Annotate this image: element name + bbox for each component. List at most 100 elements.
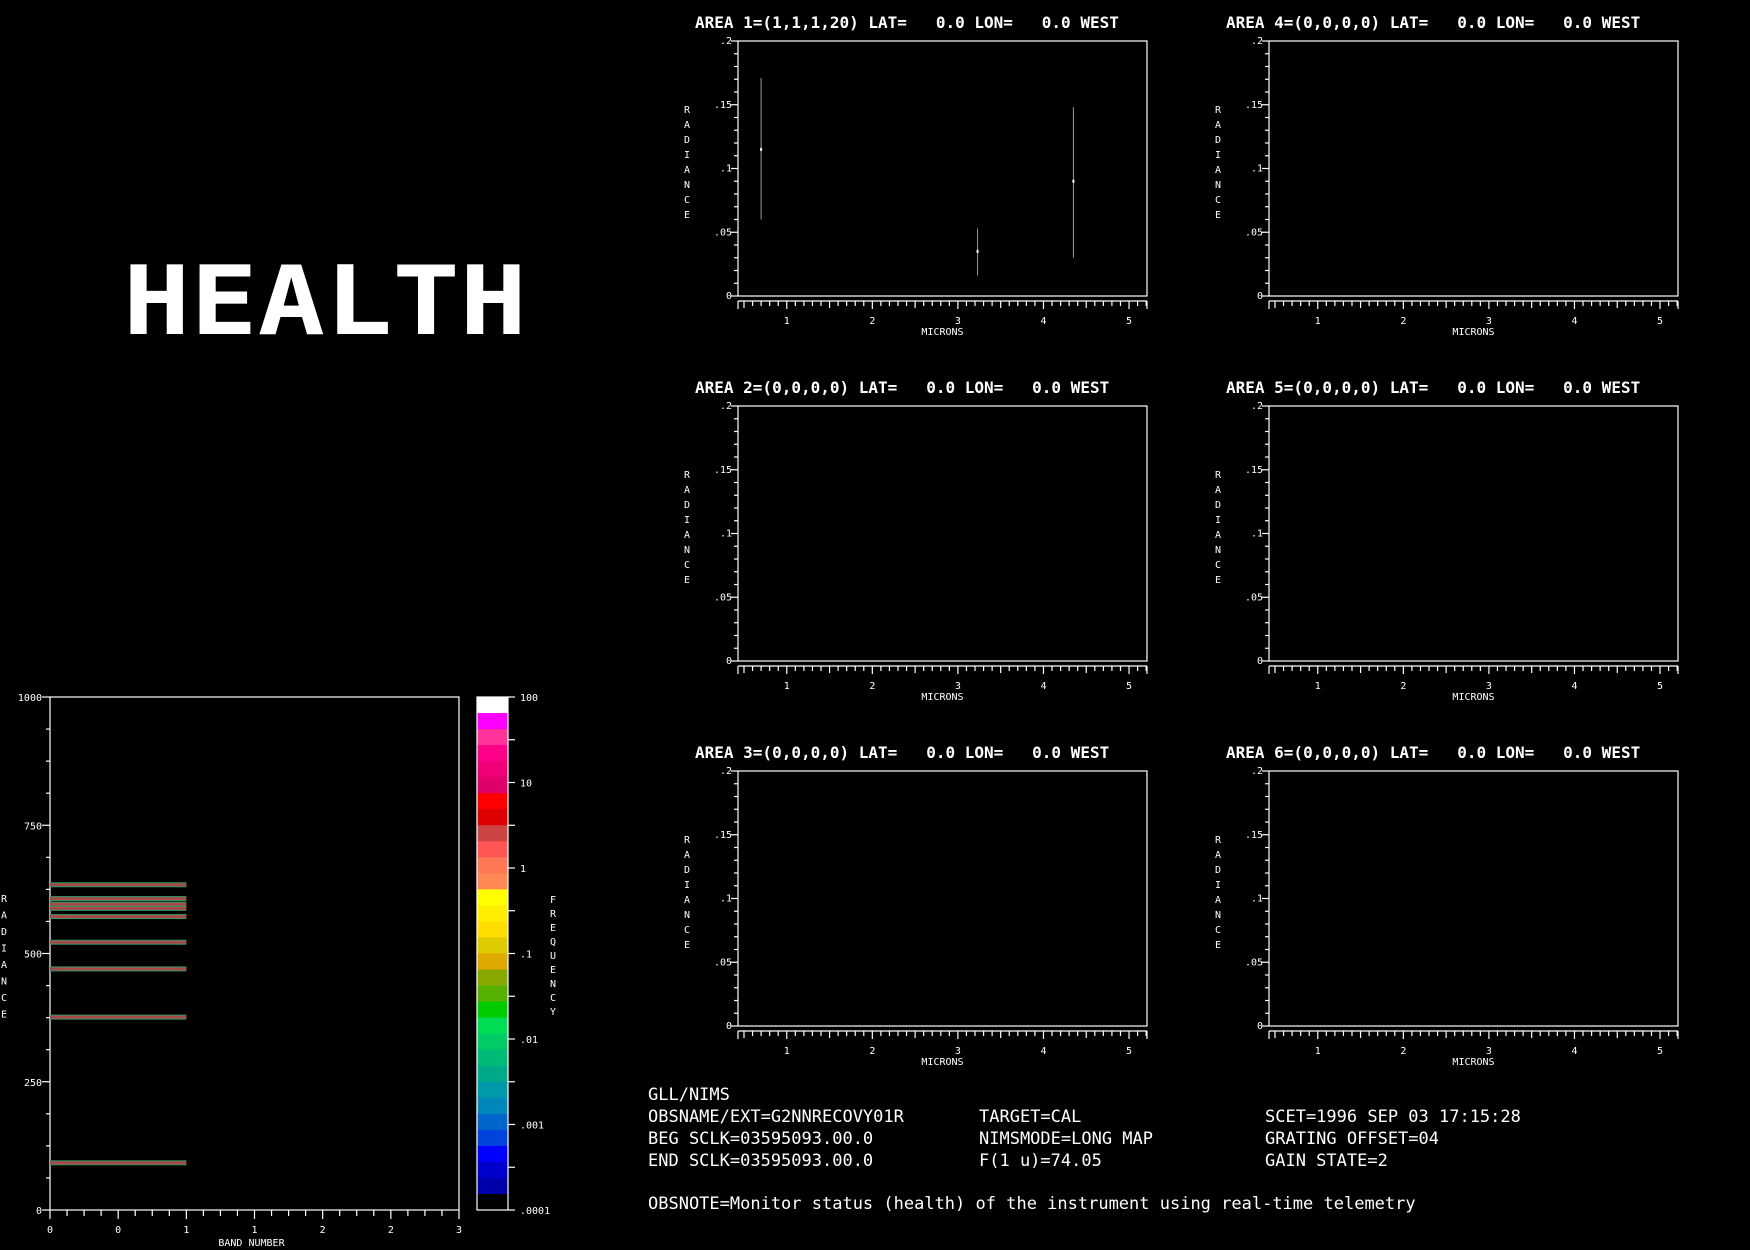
- colorbar-band: [477, 1113, 508, 1131]
- colorbar-band: [477, 1161, 508, 1179]
- y-axis-label-letter: I: [1215, 515, 1221, 526]
- nimsmode-label: NIMSMODE=LONG MAP: [979, 1129, 1153, 1149]
- y-tick-label: .15: [1245, 465, 1263, 476]
- x-tick-label: 2: [1400, 316, 1406, 327]
- y-tick-label: 750: [24, 821, 42, 832]
- x-axis-label: MICRONS: [921, 1057, 963, 1068]
- y-tick-label: .15: [714, 100, 732, 111]
- y-tick-label: .1: [720, 894, 732, 905]
- y-axis-label-letter: R: [684, 835, 691, 846]
- x-axis-label: MICRONS: [921, 327, 963, 338]
- y-tick-label: .2: [720, 401, 732, 412]
- y-axis-label-letter: A: [1215, 120, 1221, 131]
- data-point: [976, 249, 979, 253]
- histogram-bar: [50, 940, 187, 944]
- x-tick-label: 1: [1315, 681, 1321, 692]
- y-tick-label: .1: [720, 529, 732, 540]
- y-axis-label-letter: E: [1215, 210, 1221, 221]
- colorbar-band: [477, 1081, 508, 1099]
- y-axis-label-letter: N: [1, 977, 7, 988]
- histogram-bar: [50, 897, 187, 901]
- x-tick-label: 4: [1571, 1046, 1577, 1057]
- x-tick-label: 3: [456, 1225, 462, 1236]
- y-tick-label: .15: [1245, 100, 1263, 111]
- x-tick-label: 1: [784, 316, 790, 327]
- colorbar-tick-label: 100: [520, 693, 538, 704]
- y-axis-label-letter: E: [1215, 575, 1221, 586]
- colorbar-label-letter: C: [550, 993, 556, 1004]
- y-tick-label: .1: [720, 164, 732, 175]
- y-axis-label-letter: E: [684, 210, 690, 221]
- plot-frame: [1268, 40, 1679, 297]
- x-tick-label: 5: [1657, 316, 1663, 327]
- x-tick-label: 3: [955, 1046, 961, 1057]
- data-point: [760, 147, 763, 151]
- histogram-bar: [50, 1161, 187, 1165]
- plot-frame: [737, 405, 1148, 662]
- x-tick-label: 1: [1315, 316, 1321, 327]
- x-tick-label: 2: [869, 681, 875, 692]
- y-tick-label: .15: [714, 465, 732, 476]
- x-tick-label: 4: [1040, 316, 1046, 327]
- x-axis-label: BAND NUMBER: [218, 1238, 285, 1249]
- colorbar-band: [477, 1145, 508, 1163]
- y-tick-label: .05: [1245, 957, 1263, 968]
- health-title: HEALTH: [123, 247, 527, 357]
- y-axis-label-letter: A: [684, 165, 690, 176]
- y-tick-label: 0: [726, 656, 732, 667]
- y-axis-label-letter: A: [684, 485, 690, 496]
- y-tick-label: .05: [1245, 227, 1263, 238]
- colorbar-band: [477, 969, 508, 987]
- y-axis-label-letter: E: [1, 1010, 7, 1021]
- y-tick-label: .1: [1251, 529, 1263, 540]
- y-tick-label: 0: [726, 291, 732, 302]
- y-axis-label-letter: R: [1215, 105, 1222, 116]
- plot-frame: [1268, 770, 1679, 1027]
- instrument-label: GLL/NIMS: [648, 1085, 730, 1105]
- y-axis-label-letter: C: [684, 925, 690, 936]
- histogram-bar: [50, 915, 187, 919]
- colorbar-band: [477, 729, 508, 746]
- x-tick-label: 0: [115, 1225, 121, 1236]
- area-spectra-plots: AREA 1=(1,1,1,20) LAT= 0.0 LON= 0.0 WEST…: [684, 13, 1679, 1068]
- histogram-bar: [50, 902, 187, 906]
- y-axis-label-letter: R: [1, 894, 8, 905]
- y-tick-label: .05: [714, 592, 732, 603]
- y-axis-label-letter: D: [1, 927, 7, 938]
- y-axis-label-letter: C: [684, 560, 690, 571]
- y-axis-label-letter: N: [1215, 545, 1221, 556]
- f1u-label: F(1 u)=74.05: [979, 1151, 1102, 1171]
- colorbar-band: [477, 1193, 508, 1211]
- obsname-label: OBSNAME/EXT=G2NNRECOVY01R: [648, 1107, 905, 1127]
- y-axis-label-letter: E: [1215, 940, 1221, 951]
- y-axis-label-letter: D: [684, 865, 690, 876]
- x-tick-label: 3: [955, 316, 961, 327]
- y-axis-label-letter: C: [1215, 925, 1221, 936]
- colorbar-band: [477, 1033, 508, 1051]
- y-axis-label-letter: A: [1215, 485, 1221, 496]
- histogram-frame: [49, 696, 460, 1211]
- y-tick-label: .2: [720, 766, 732, 777]
- y-axis-label-letter: N: [684, 545, 690, 556]
- y-axis-label-letter: R: [1215, 470, 1222, 481]
- histogram-bar: [50, 883, 187, 887]
- colorbar-band: [477, 1065, 508, 1083]
- area-title: AREA 2=(0,0,0,0) LAT= 0.0 LON= 0.0 WEST: [695, 378, 1109, 397]
- colorbar-tick-label: 1: [520, 864, 526, 875]
- colorbar-tick-label: .01: [520, 1035, 538, 1046]
- y-axis-label-letter: I: [1215, 880, 1221, 891]
- y-tick-label: .05: [714, 957, 732, 968]
- y-tick-label: .2: [1251, 401, 1263, 412]
- y-axis-label-letter: C: [1, 993, 7, 1004]
- colorbar-band: [477, 809, 508, 826]
- area-title: AREA 4=(0,0,0,0) LAT= 0.0 LON= 0.0 WEST: [1226, 13, 1640, 32]
- area-title: AREA 1=(1,1,1,20) LAT= 0.0 LON= 0.0 WEST: [695, 13, 1119, 32]
- y-tick-label: .2: [1251, 36, 1263, 47]
- x-tick-label: 1: [251, 1225, 257, 1236]
- y-tick-label: .1: [1251, 164, 1263, 175]
- x-axis-label: MICRONS: [921, 692, 963, 703]
